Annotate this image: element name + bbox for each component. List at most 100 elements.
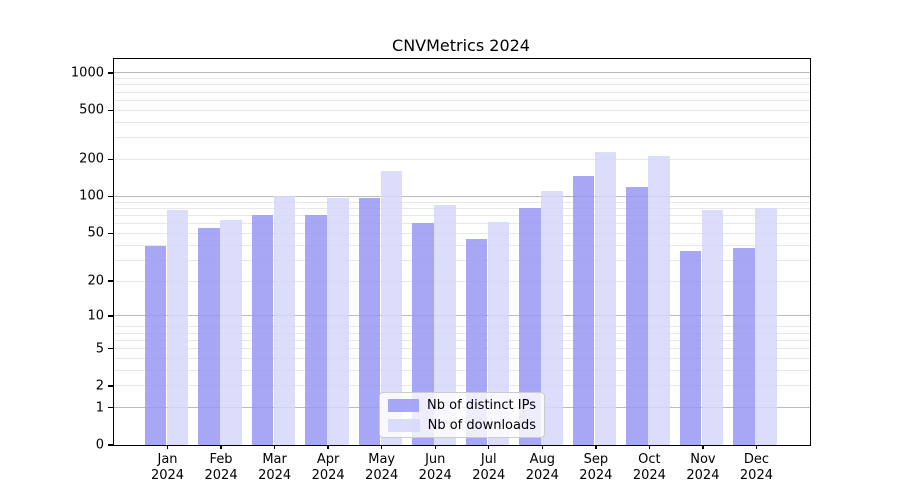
y-tick-mark-10 bbox=[108, 315, 113, 317]
x-tick-year: 2024 bbox=[632, 467, 666, 483]
legend: Nb of distinct IPs Nb of downloads bbox=[379, 392, 545, 438]
legend-swatch-distinct-ips-icon bbox=[388, 398, 420, 412]
x-tick-label-sep: Sep 2024 bbox=[564, 452, 628, 483]
x-tick-label-may: May 2024 bbox=[350, 452, 414, 483]
gridline-60 bbox=[114, 223, 810, 225]
bar-downloads-feb bbox=[220, 220, 242, 445]
bar-downloads-oct bbox=[648, 155, 670, 445]
bar-distinct-ips-may bbox=[358, 198, 381, 445]
bar-distinct-ips-feb bbox=[198, 228, 220, 445]
gridline-900 bbox=[114, 78, 810, 80]
bar-downloads-dec bbox=[755, 207, 777, 445]
y-tick-label-1000: 1000 bbox=[70, 65, 104, 81]
x-tick-year: 2024 bbox=[365, 467, 399, 483]
x-tick-year: 2024 bbox=[150, 467, 185, 483]
gridline-8 bbox=[114, 326, 810, 328]
y-tick-mark-20 bbox=[108, 280, 113, 282]
x-tick-year: 2024 bbox=[258, 467, 292, 483]
gridline-3 bbox=[114, 369, 810, 371]
x-tick-mark-may bbox=[380, 445, 383, 449]
bar-downloads-may bbox=[380, 171, 403, 445]
gridline-200 bbox=[114, 158, 810, 160]
y-tick-mark-200 bbox=[108, 158, 113, 161]
bar-downloads-jan bbox=[166, 210, 189, 445]
bar-distinct-ips-mar bbox=[251, 214, 274, 445]
chart-title: CNVMetrics 2024 bbox=[392, 36, 530, 55]
y-tick-mark-1 bbox=[108, 406, 113, 409]
x-tick-year: 2024 bbox=[204, 467, 238, 483]
x-tick-month: Jun bbox=[425, 452, 446, 467]
gridline-30 bbox=[114, 259, 810, 261]
x-tick-mark-oct bbox=[648, 445, 651, 449]
gridline-800 bbox=[114, 84, 810, 86]
gridline-50 bbox=[114, 232, 810, 234]
x-tick-label-apr: Apr 2024 bbox=[296, 452, 360, 483]
gridline-90 bbox=[114, 201, 810, 203]
y-tick-mark-100 bbox=[108, 195, 113, 198]
y-tick-label-10: 10 bbox=[87, 308, 104, 324]
x-tick-month: Apr bbox=[316, 452, 340, 467]
bar-distinct-ips-oct bbox=[626, 187, 648, 445]
x-tick-label-nov: Nov 2024 bbox=[671, 452, 735, 483]
legend-swatch-downloads-icon bbox=[388, 418, 420, 432]
gridline-6 bbox=[114, 339, 810, 341]
x-tick-year: 2024 bbox=[472, 467, 506, 483]
bar-distinct-ips-apr bbox=[305, 215, 327, 445]
legend-item-distinct-ips: Nb of distinct IPs bbox=[388, 398, 536, 413]
x-tick-year: 2024 bbox=[311, 467, 345, 483]
y-tick-label-50: 50 bbox=[87, 225, 104, 241]
x-tick-label-jan: Jan 2024 bbox=[136, 452, 200, 483]
x-tick-label-dec: Dec 2024 bbox=[724, 452, 788, 483]
x-tick-mark-apr bbox=[327, 445, 329, 449]
x-tick-month: May bbox=[368, 452, 396, 467]
gridline-1000 bbox=[114, 72, 810, 74]
x-tick-month: Oct bbox=[638, 452, 661, 467]
gridline-10 bbox=[114, 315, 810, 317]
y-tick-mark-50 bbox=[108, 232, 113, 234]
x-tick-year: 2024 bbox=[686, 467, 720, 483]
x-tick-label-jul: Jul 2024 bbox=[457, 452, 521, 483]
x-tick-year: 2024 bbox=[579, 467, 613, 483]
y-tick-label-20: 20 bbox=[87, 273, 104, 289]
bar-downloads-aug bbox=[541, 190, 563, 445]
gridline-70 bbox=[114, 214, 810, 216]
y-tick-label-2: 2 bbox=[95, 378, 104, 394]
gridline-500 bbox=[114, 109, 810, 111]
bar-downloads-nov bbox=[701, 210, 724, 445]
plot-area bbox=[113, 58, 811, 446]
bar-downloads-mar bbox=[273, 196, 296, 445]
x-tick-mark-dec bbox=[755, 445, 758, 449]
y-tick-label-500: 500 bbox=[79, 102, 104, 118]
gridline-4 bbox=[114, 357, 810, 359]
gridline-300 bbox=[114, 137, 810, 139]
y-tick-label-100: 100 bbox=[79, 188, 104, 204]
bar-distinct-ips-nov bbox=[679, 250, 702, 445]
y-tick-mark-1000 bbox=[108, 72, 113, 74]
x-tick-year: 2024 bbox=[418, 467, 452, 483]
x-tick-label-feb: Feb 2024 bbox=[189, 452, 253, 483]
bar-downloads-sep bbox=[594, 151, 617, 445]
x-tick-month: Jul bbox=[480, 452, 497, 467]
x-tick-mark-nov bbox=[702, 445, 704, 449]
bar-distinct-ips-dec bbox=[733, 247, 755, 445]
x-tick-year: 2024 bbox=[739, 467, 773, 483]
gridline-5 bbox=[114, 348, 810, 350]
y-tick-label-0: 0 bbox=[95, 437, 104, 453]
gridline-400 bbox=[114, 121, 810, 123]
legend-label-downloads: Nb of downloads bbox=[427, 417, 536, 433]
x-tick-month: Jan bbox=[157, 452, 178, 467]
gridline-600 bbox=[114, 99, 810, 101]
x-tick-label-mar: Mar 2024 bbox=[243, 452, 307, 483]
x-tick-label-oct: Oct 2024 bbox=[617, 452, 681, 483]
legend-item-downloads: Nb of downloads bbox=[388, 418, 536, 433]
x-tick-year: 2024 bbox=[525, 467, 559, 483]
gridline-20 bbox=[114, 280, 810, 282]
y-tick-mark-500 bbox=[108, 109, 113, 111]
x-tick-mark-sep bbox=[595, 445, 597, 449]
bar-distinct-ips-sep bbox=[572, 175, 595, 445]
legend-label-distinct-ips: Nb of distinct IPs bbox=[427, 397, 536, 413]
y-tick-mark-2 bbox=[108, 385, 113, 387]
x-tick-label-jun: Jun 2024 bbox=[403, 452, 467, 483]
x-tick-mark-jan bbox=[166, 445, 169, 449]
